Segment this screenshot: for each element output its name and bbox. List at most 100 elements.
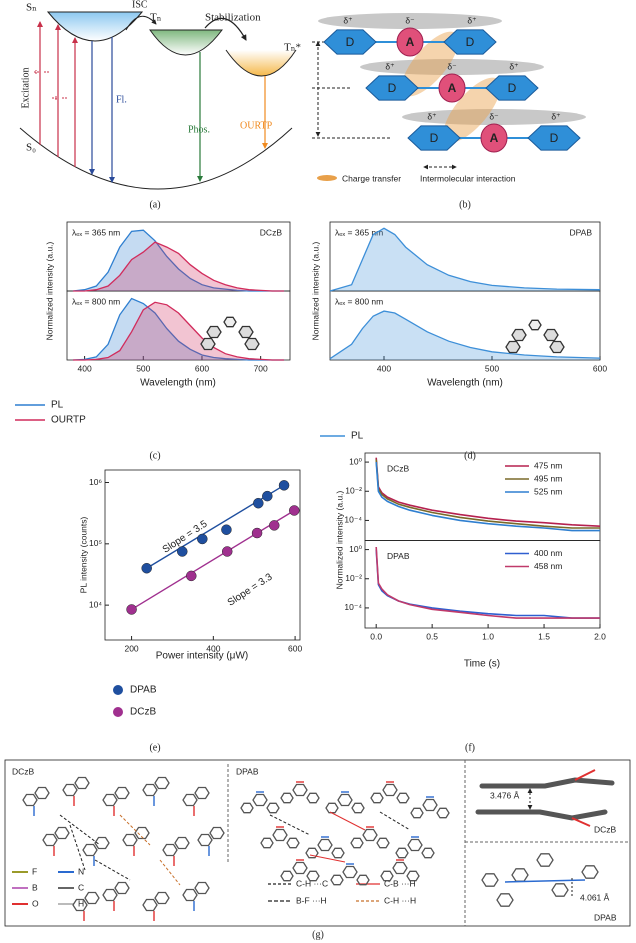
fit-line: [131, 509, 295, 611]
ring: [528, 319, 542, 331]
point: [253, 497, 264, 509]
line: [329, 227, 601, 292]
ring: [421, 847, 435, 859]
point: [251, 527, 263, 539]
section-title: DCzB: [12, 766, 35, 776]
ring: [362, 828, 378, 842]
structure-label: DPAB: [594, 912, 617, 922]
ring: [272, 828, 288, 842]
ring: [72, 898, 88, 912]
ring: [82, 843, 98, 857]
donor: [323, 29, 377, 55]
x-axis-label: Power intensity (μW): [156, 651, 248, 662]
legend-label: 475 nm: [534, 460, 562, 470]
panel-title: DCzB: [387, 463, 410, 473]
point: [186, 570, 197, 582]
y-tick-label: 10⁰: [349, 544, 362, 554]
ring: [238, 325, 254, 339]
point: [177, 546, 188, 557]
interaction: [379, 811, 411, 831]
area: [72, 302, 285, 360]
partial-charge: δ⁺: [467, 15, 476, 25]
energy-diagram: Sₙ ISC Tₙ Stabilization Tₙ* Excitation F…: [19, 0, 301, 210]
molecule: [571, 769, 596, 827]
legend-label: F: [32, 866, 37, 876]
legend-swatch: [113, 707, 123, 717]
ring: [122, 833, 138, 847]
ring: [34, 786, 50, 800]
ring: [581, 865, 599, 879]
tn-well: [149, 29, 223, 56]
x-tick-label: 0.5: [426, 631, 438, 641]
plot-frame: [66, 290, 291, 361]
y-axis-label: Normalized intensity (a.u.): [44, 241, 54, 340]
ring: [240, 802, 254, 814]
donor-label: D: [508, 81, 517, 95]
panel-tag: (b): [459, 199, 471, 210]
y-axis-label: Normalized intensity (a.u.): [310, 241, 320, 340]
legend-label: Intermolecular interaction: [420, 173, 516, 183]
x-tick-label: 400: [377, 363, 391, 373]
section-title: DPAB: [236, 766, 259, 776]
ring: [154, 891, 170, 905]
fl-label: Fl.: [116, 94, 127, 105]
acceptor-label: A: [490, 131, 499, 145]
interaction: [59, 814, 101, 846]
interaction: [269, 814, 311, 836]
line: [329, 310, 601, 360]
distance-label: 3.476 Å: [490, 790, 520, 800]
donor: [443, 29, 497, 55]
acceptor-label: A: [406, 35, 415, 49]
line: [72, 241, 285, 292]
x-tick-label: 500: [136, 363, 150, 373]
ring: [410, 807, 424, 819]
legend-label: B-F ···H: [296, 895, 327, 905]
ring: [392, 861, 408, 875]
point: [268, 520, 280, 531]
sn-label: Sₙ: [26, 2, 37, 14]
x-tick-label: 400: [78, 363, 92, 373]
ring: [356, 874, 370, 886]
line: [72, 229, 285, 292]
molecule: [479, 777, 615, 789]
ring: [206, 325, 222, 339]
point: [262, 490, 273, 502]
ring: [376, 837, 390, 849]
line: [375, 549, 600, 619]
legend-label: C-B ···H: [384, 878, 416, 888]
ring: [481, 873, 499, 887]
ring: [543, 328, 559, 342]
legend-label: DPAB: [130, 685, 157, 696]
y-tick-label: 10⁵: [89, 538, 102, 548]
ring: [114, 786, 130, 800]
ring: [102, 793, 118, 807]
ring: [74, 776, 90, 790]
charge-transfer-cloud: [402, 109, 586, 125]
ring: [252, 793, 268, 807]
ring: [395, 847, 409, 859]
donor-label: D: [430, 131, 439, 145]
ring: [306, 870, 320, 882]
legend-label: C: [78, 882, 84, 892]
panel-label: λₑₓ = 365 nm: [72, 227, 120, 237]
panel-title: DPAB: [569, 227, 592, 237]
interaction: [69, 824, 86, 871]
bond: [504, 879, 586, 883]
chart: 400 500 600 Normalized intensity (a.u.) Wave…: [310, 221, 607, 461]
line: [375, 459, 600, 529]
ring: [200, 337, 216, 351]
ring: [292, 783, 308, 797]
ring: [22, 793, 38, 807]
ring: [260, 837, 274, 849]
legend-label: 495 nm: [534, 473, 562, 483]
panel-frame: [4, 759, 631, 927]
structure-label: DCzB: [594, 824, 617, 834]
ring: [154, 776, 170, 790]
line: [72, 301, 285, 361]
acceptor: [438, 73, 466, 103]
donor: [527, 125, 581, 151]
ring: [396, 792, 410, 804]
ring: [330, 874, 344, 886]
ring: [142, 783, 158, 797]
panel-tag: (e): [149, 742, 160, 753]
